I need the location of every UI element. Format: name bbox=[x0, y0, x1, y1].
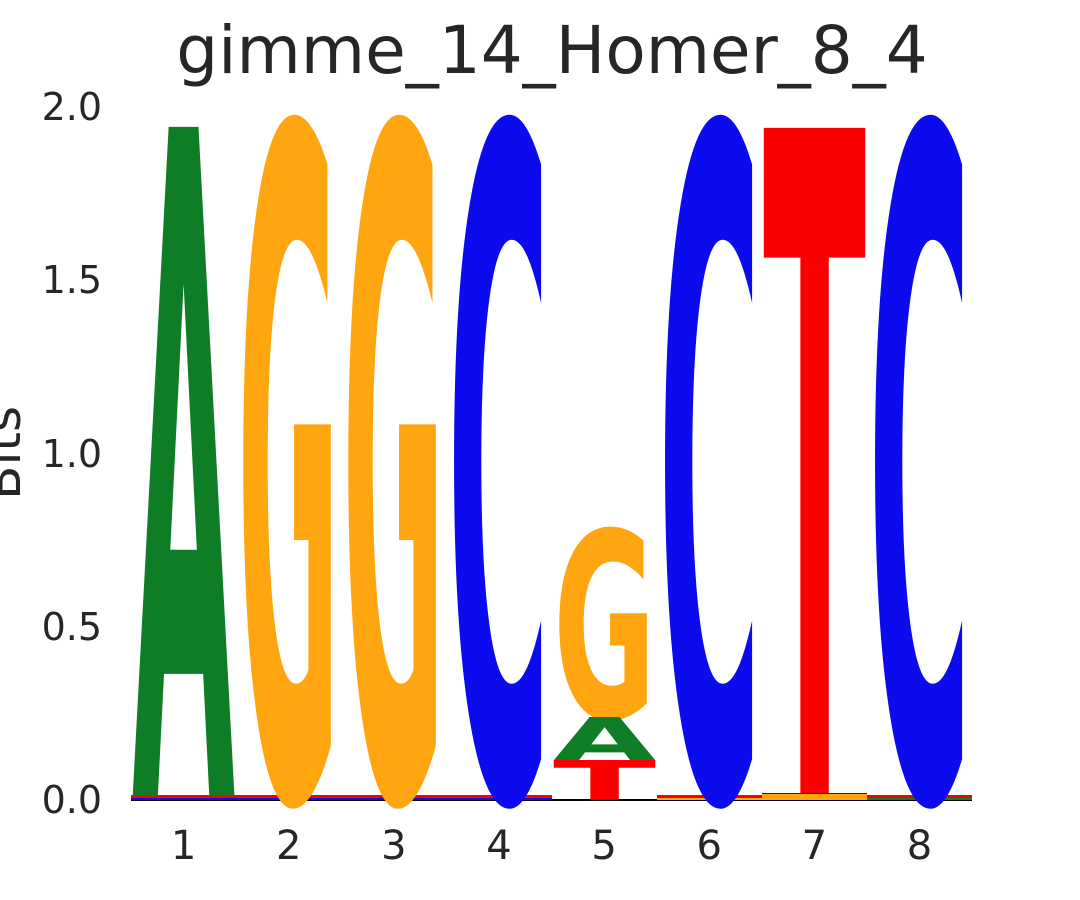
logo-column-6: C bbox=[656, 0, 762, 900]
logo-letter-T: T bbox=[762, 0, 867, 900]
svg-text:A: A bbox=[132, 0, 236, 900]
logo-letter-G: G bbox=[236, 0, 341, 900]
svg-text:C: C bbox=[447, 0, 550, 900]
y-tick-label-1.5: 1.5 bbox=[41, 258, 102, 303]
x-tick-label-5: 5 bbox=[591, 823, 617, 869]
logo-letter-C: C bbox=[657, 0, 762, 900]
x-tick-label-2: 2 bbox=[275, 823, 302, 869]
logo-residual-T bbox=[131, 795, 237, 799]
logo-column-8: C bbox=[866, 0, 972, 900]
x-tick-label-6: 6 bbox=[696, 823, 722, 869]
plot-title: gimme_14_Homer_8_4 bbox=[176, 12, 928, 89]
y-tick-label-2.0: 2.0 bbox=[41, 85, 102, 129]
svg-text:C: C bbox=[658, 0, 761, 900]
y-tick-label-1.0: 1.0 bbox=[41, 431, 102, 476]
logo-residual-A bbox=[866, 798, 972, 800]
logo-letter-C: C bbox=[446, 0, 551, 900]
logo-residual-T bbox=[446, 795, 552, 799]
y-tick-label-0.5: 0.5 bbox=[41, 604, 102, 649]
svg-text:C: C bbox=[868, 0, 971, 900]
logo-letter-T: T bbox=[552, 749, 657, 813]
svg-text:A: A bbox=[553, 706, 656, 775]
logo-column-4: C bbox=[446, 0, 552, 900]
logo-residual-G bbox=[656, 798, 762, 800]
logo-residual-T bbox=[341, 795, 447, 799]
x-axis-spine bbox=[131, 798, 972, 801]
logo-letter-G: G bbox=[341, 0, 446, 900]
logo-residual-G bbox=[761, 794, 867, 800]
logo-residual-T bbox=[866, 795, 972, 799]
logo-letter-C: C bbox=[867, 0, 972, 900]
logo-column-2: G bbox=[236, 0, 342, 900]
y-tick-label-0.0: 0.0 bbox=[41, 778, 102, 822]
x-tick-label-3: 3 bbox=[381, 823, 407, 869]
x-tick-label-8: 8 bbox=[906, 823, 933, 869]
svg-text:G: G bbox=[237, 0, 340, 900]
svg-text:T: T bbox=[553, 749, 656, 813]
svg-text:G: G bbox=[342, 0, 445, 900]
logo-residual-T bbox=[236, 795, 342, 799]
logo-residual-C bbox=[131, 798, 237, 800]
svg-text:T: T bbox=[763, 0, 867, 900]
logo-residual-C bbox=[446, 798, 552, 800]
logo-residual-C bbox=[761, 792, 867, 795]
logo-residual-T bbox=[656, 795, 762, 799]
svg-text:G: G bbox=[553, 480, 656, 778]
logo-residual-C bbox=[341, 798, 447, 800]
x-tick-label-4: 4 bbox=[486, 823, 512, 869]
logo-column-3: G bbox=[341, 0, 447, 900]
logo-column-1: A bbox=[131, 0, 237, 900]
logo-letter-A: A bbox=[552, 706, 657, 775]
x-tick-label-7: 7 bbox=[801, 823, 828, 869]
logo-column-7: T bbox=[761, 0, 867, 900]
logo-residual-C bbox=[236, 798, 342, 800]
x-tick-label-1: 1 bbox=[170, 823, 197, 869]
logo-letter-A: A bbox=[131, 0, 236, 900]
logo-letter-G: G bbox=[552, 480, 657, 778]
